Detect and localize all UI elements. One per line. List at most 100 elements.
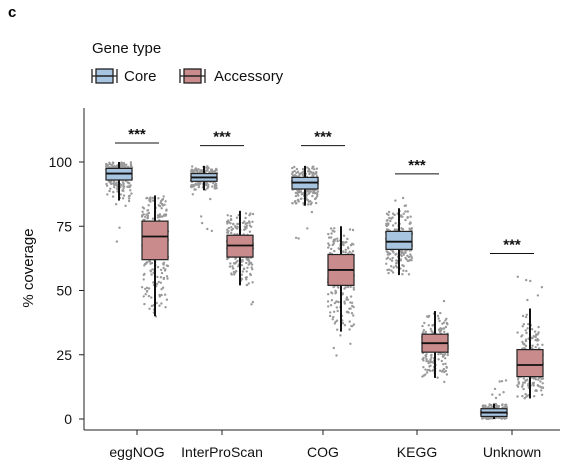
data-point [328, 244, 331, 247]
data-point [342, 234, 346, 237]
data-point [240, 264, 244, 267]
data-point [424, 368, 427, 371]
data-point [251, 268, 254, 271]
data-point [227, 226, 231, 230]
data-point [332, 310, 336, 313]
data-point [165, 275, 169, 278]
data-point [206, 187, 209, 190]
data-point [249, 212, 252, 215]
data-point [113, 186, 116, 189]
data-point [522, 342, 526, 346]
data-point [389, 258, 392, 261]
data-point [301, 168, 305, 171]
data-point [345, 310, 349, 314]
legend-label-accessory: Accessory [214, 68, 284, 85]
data-point [127, 182, 131, 185]
data-point [344, 248, 347, 251]
data-point [422, 329, 426, 332]
data-point [445, 317, 448, 320]
data-point [160, 302, 163, 305]
data-point [345, 298, 348, 301]
data-point [293, 200, 297, 203]
data-point [330, 291, 333, 294]
significance-label: *** [503, 237, 521, 254]
y-tick-label: 0 [64, 411, 72, 427]
data-point [311, 174, 314, 177]
data-point [387, 210, 391, 214]
data-point [505, 416, 508, 420]
data-point [197, 185, 200, 189]
data-point [232, 262, 236, 265]
data-point [231, 227, 235, 231]
data-point [297, 194, 300, 197]
data-point [329, 311, 332, 314]
y-ticks: 0 25 50 75 100 [49, 154, 84, 427]
data-point [521, 340, 524, 344]
data-point [404, 251, 407, 254]
data-point [236, 259, 239, 263]
data-point [536, 294, 540, 297]
data-point [296, 170, 300, 173]
data-point [309, 190, 312, 193]
data-point [351, 324, 354, 328]
data-point [327, 236, 331, 239]
data-point [309, 200, 312, 203]
data-point [427, 314, 431, 318]
data-point [245, 276, 248, 279]
data-point [112, 190, 115, 194]
data-point [106, 193, 109, 196]
data-point [294, 194, 298, 198]
data-point [527, 322, 530, 326]
data-point [494, 396, 498, 400]
data-point [430, 329, 433, 333]
data-point [235, 269, 238, 273]
data-point [245, 222, 248, 225]
data-point [343, 302, 346, 305]
data-point [226, 228, 229, 231]
data-point [336, 328, 339, 331]
data-point [204, 183, 207, 187]
data-point [352, 305, 355, 309]
data-point [194, 183, 197, 187]
data-point [430, 353, 433, 357]
data-point [105, 184, 109, 187]
data-point [491, 393, 494, 396]
data-point [337, 286, 340, 289]
y-axis-label: % coverage [20, 228, 37, 307]
data-point [331, 229, 334, 232]
data-point [333, 301, 337, 305]
data-point [144, 215, 147, 218]
data-point [246, 266, 249, 269]
data-point [501, 403, 504, 407]
data-point [225, 231, 229, 234]
data-point [316, 190, 320, 193]
data-point [541, 343, 544, 346]
data-point [145, 286, 149, 289]
data-point [163, 293, 167, 296]
data-point [149, 269, 152, 272]
data-point [114, 203, 118, 206]
data-point [402, 264, 405, 268]
data-point [237, 265, 240, 268]
data-point [148, 307, 151, 310]
data-point [409, 253, 412, 256]
data-point [301, 171, 304, 174]
data-point [311, 189, 315, 192]
data-point [333, 239, 336, 242]
data-point [165, 298, 169, 301]
y-tick-label: 75 [56, 218, 72, 234]
data-point [421, 331, 425, 334]
data-point [351, 228, 355, 232]
data-point [327, 232, 330, 236]
data-point [232, 223, 235, 226]
data-point [310, 210, 314, 214]
data-point [250, 303, 253, 306]
legend-item-accessory: Accessory [179, 68, 284, 85]
data-point [349, 342, 352, 345]
x-tick-label: InterProScan [181, 444, 263, 460]
data-point [157, 197, 160, 200]
data-point [244, 216, 247, 220]
data-point [192, 183, 195, 187]
data-point [346, 285, 350, 289]
data-point [444, 357, 447, 360]
